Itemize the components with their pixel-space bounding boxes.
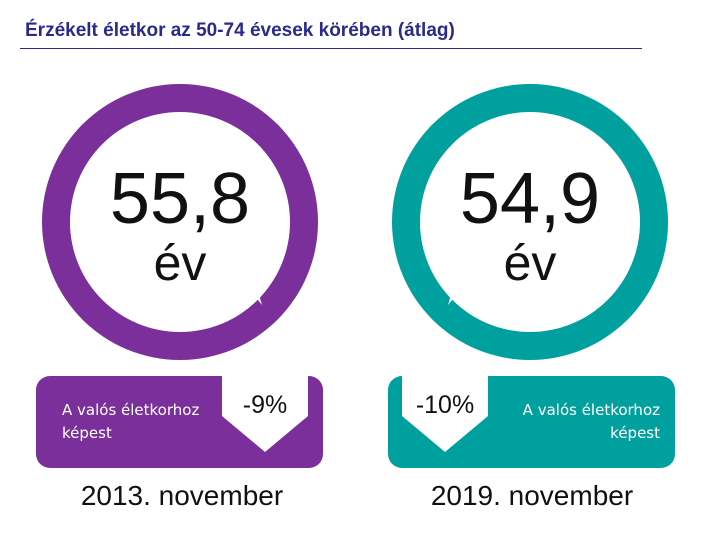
- left-caption: A valós életkorhoz képest: [62, 399, 199, 445]
- left-value: 55,8: [109, 159, 251, 239]
- left-ring: [42, 84, 318, 360]
- right-caption-line1: A valós életkorhoz: [522, 401, 660, 419]
- left-date: 2013. november: [80, 480, 284, 511]
- left-caption-line1: A valós életkorhoz: [62, 401, 200, 419]
- right-caption: A valós életkorhoz képest: [500, 399, 660, 445]
- right-caption-line2: képest: [610, 424, 660, 442]
- left-caption-line2: képest: [62, 424, 112, 442]
- chart-title: Érzékelt életkor az 50-74 évesek körében…: [25, 20, 455, 41]
- right-change: -10%: [415, 391, 475, 419]
- right-unit: év: [503, 235, 557, 291]
- right-date: 2019. november: [430, 480, 634, 511]
- right-info-box: [388, 376, 675, 468]
- title-underline: [20, 48, 642, 49]
- right-ring: [392, 84, 668, 360]
- left-info-box: [36, 376, 323, 468]
- left-change: -9%: [242, 391, 288, 419]
- right-value: 54,9: [459, 159, 601, 239]
- left-unit: év: [153, 235, 207, 291]
